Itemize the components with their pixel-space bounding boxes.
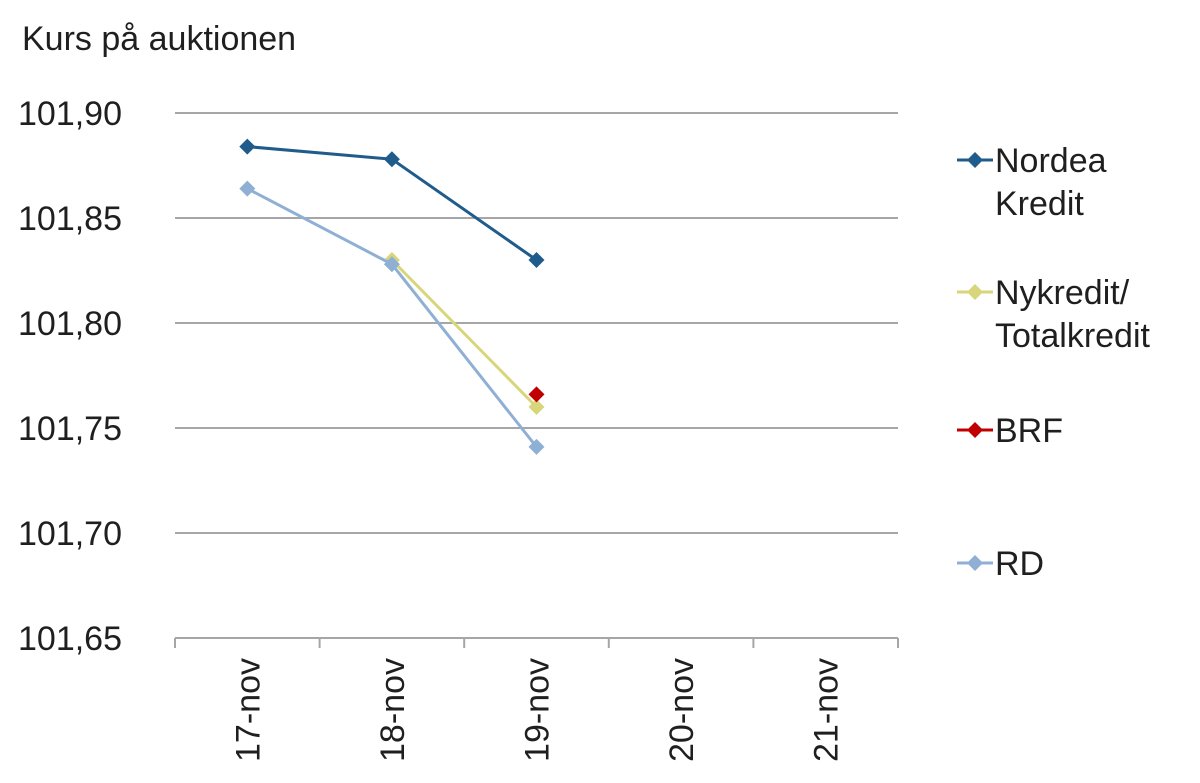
legend-marker <box>967 555 983 571</box>
x-tick-label: 20-nov <box>663 658 701 762</box>
legend-marker <box>967 284 983 300</box>
y-tick-label: 101,70 <box>18 515 122 553</box>
series-rd <box>239 180 545 455</box>
data-point <box>383 151 400 168</box>
data-point <box>383 256 400 273</box>
legend-label: Nordea Kredit <box>995 142 1107 223</box>
legend-label: BRF <box>995 412 1063 450</box>
data-point <box>528 386 545 403</box>
y-tick-label: 101,80 <box>18 305 122 343</box>
x-axis: 17-nov 18-nov 19-nov 20-nov 21-nov <box>174 637 899 762</box>
x-tick-label: 19-nov <box>519 658 557 762</box>
legend: Nordea Kredit Nykredit/Totalkredit BRF RD <box>957 142 1151 583</box>
legend-item: BRF <box>957 412 1063 450</box>
series-nordea-kredit <box>239 138 545 268</box>
chart-title: Kurs på auktionen <box>22 20 296 58</box>
y-axis-ticks: 101,90 101,85 101,80 101,75 101,70 101,65 <box>18 95 122 658</box>
data-point <box>528 252 545 268</box>
y-tick-label: 101,75 <box>18 410 122 448</box>
series-nykredit-totalkredit <box>383 252 545 415</box>
x-tick-label: 17-nov <box>229 658 267 762</box>
legend-item: RD <box>957 545 1044 583</box>
y-tick-label: 101,65 <box>18 620 122 658</box>
legend-label: RD <box>995 545 1044 583</box>
data-point <box>528 399 545 415</box>
data-point <box>239 180 256 197</box>
data-point <box>528 438 545 455</box>
y-tick-label: 101,85 <box>18 200 122 238</box>
legend-marker <box>967 152 983 168</box>
legend-item: Nordea Kredit <box>957 142 1107 223</box>
y-tick-label: 101,90 <box>18 95 122 133</box>
series-group <box>239 138 545 455</box>
series-line <box>246 187 538 448</box>
legend-label: Nykredit/Totalkredit <box>995 274 1151 355</box>
legend-marker <box>967 422 983 438</box>
data-point <box>239 138 256 155</box>
series-line <box>390 258 538 409</box>
gridlines <box>175 112 898 534</box>
x-tick-label: 18-nov <box>374 658 412 762</box>
series-brf <box>528 386 545 403</box>
x-tick-label: 21-nov <box>808 658 846 762</box>
legend-item: Nykredit/Totalkredit <box>957 274 1151 355</box>
